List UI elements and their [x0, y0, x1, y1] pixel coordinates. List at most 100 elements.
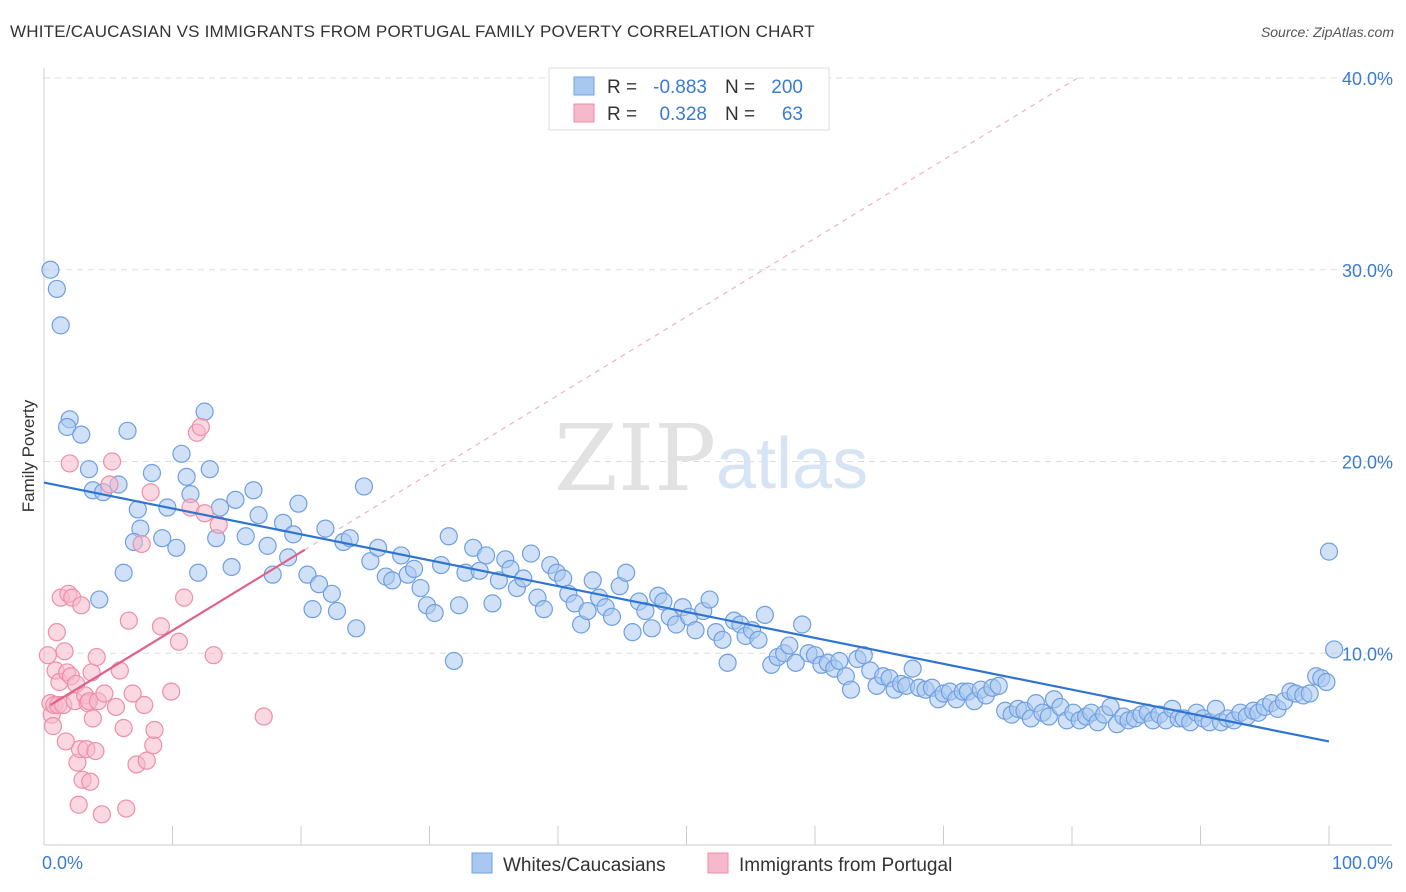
- portugal-point-44: [123, 684, 142, 703]
- whites-point-47: [347, 619, 366, 638]
- whites-point-42: [316, 519, 335, 538]
- whites-point-16: [142, 463, 162, 483]
- whites-point-91: [636, 601, 655, 621]
- portugal-point-12: [56, 732, 75, 751]
- portugal-point-60: [204, 646, 223, 665]
- whites-point-17: [153, 529, 172, 548]
- portugal-point-55: [174, 588, 194, 607]
- whites-point-33: [258, 536, 277, 555]
- whites-point-48: [354, 477, 374, 496]
- whites-point-29: [226, 490, 245, 509]
- portugal-point-21: [69, 795, 88, 814]
- whites-point-122: [830, 651, 849, 671]
- whites-trend-line: [43, 481, 1330, 743]
- y-axis-tick-labels: 10.0% 20.0% 30.0% 40.0%: [1342, 69, 1393, 664]
- whites-point-66: [476, 546, 496, 565]
- whites-point-202: [1319, 542, 1339, 561]
- whites-point-92: [642, 619, 661, 638]
- portugal-point-50: [144, 736, 163, 755]
- portugal-point-48: [137, 751, 156, 770]
- x-axis-ticks: [43, 826, 1330, 845]
- whites-point-86: [602, 607, 622, 626]
- whites-point-9: [90, 590, 109, 609]
- whites-point-43: [322, 584, 341, 603]
- whites-point-49: [361, 552, 380, 571]
- whites-point-148: [989, 676, 1008, 695]
- portugal-point-23: [72, 596, 91, 615]
- portugal-point-32: [86, 741, 105, 761]
- whites-point-75: [534, 600, 553, 619]
- whites-point-61: [444, 651, 464, 671]
- whites-point-134: [903, 659, 922, 678]
- whites-point-19: [167, 538, 186, 557]
- whites-point-30: [236, 527, 255, 546]
- whites-point-78: [554, 569, 573, 588]
- portugal-point-47: [135, 695, 154, 715]
- portugal-point-6: [47, 623, 66, 642]
- whites-point-110: [755, 605, 774, 625]
- bottom-legend-label-portugal: Immigrants from Portugal: [739, 855, 952, 876]
- portugal-point-58: [191, 417, 210, 437]
- chart-title: WHITE/CAUCASIAN VS IMMIGRANTS FROM PORTU…: [10, 22, 815, 41]
- whites-point-56: [411, 578, 430, 598]
- whites-point-88: [617, 563, 636, 582]
- legend-swatch-blue: [573, 76, 595, 96]
- whites-point-83: [583, 571, 602, 590]
- whites-point-116: [793, 615, 812, 634]
- whites-point-31: [244, 481, 263, 500]
- portugal-point-52: [151, 617, 171, 636]
- portugal-point-30: [82, 663, 101, 682]
- whites-point-52: [383, 571, 402, 590]
- series-portugal-points: [38, 417, 273, 824]
- portugal-point-38: [103, 452, 122, 471]
- watermark-atlas: atlas: [716, 424, 868, 504]
- whites-point-55: [404, 559, 424, 578]
- bottom-legend-swatch-portugal: [707, 852, 729, 874]
- portugal-trend-line: [49, 548, 306, 706]
- trend-lines: [43, 481, 1330, 743]
- whites-point-58: [425, 603, 444, 623]
- portugal-point-42: [117, 799, 136, 818]
- portugal-point-33: [87, 647, 106, 667]
- whites-point-60: [439, 527, 458, 546]
- portugal-point-53: [162, 682, 181, 701]
- whites-point-104: [718, 653, 737, 672]
- whites-point-0: [41, 260, 60, 279]
- watermark-zip: ZIP: [554, 405, 716, 512]
- whites-point-20: [172, 444, 191, 463]
- portugal-point-49: [141, 483, 160, 502]
- y-axis-title: Family Poverty: [19, 399, 38, 512]
- legend-r-value-blue: -0.883: [653, 77, 707, 98]
- whites-point-21: [177, 467, 196, 486]
- whites-point-5: [72, 425, 91, 444]
- portugal-point-46: [132, 534, 151, 554]
- portugal-point-61: [209, 515, 228, 534]
- whites-point-114: [780, 636, 799, 655]
- stats-legend: R = -0.883 N = 200 R = 0.328 N = 63: [548, 67, 830, 131]
- portugal-point-29: [81, 772, 100, 791]
- whites-point-44: [327, 601, 347, 621]
- portugal-point-40: [110, 661, 129, 680]
- x-tick-label-max: 100.0%: [1332, 853, 1393, 873]
- whites-point-99: [686, 621, 705, 640]
- portugal-point-37: [100, 475, 119, 494]
- whites-point-67: [483, 594, 502, 613]
- y-tick-label-30: 30.0%: [1342, 261, 1393, 281]
- whites-point-40: [303, 600, 322, 619]
- pink-trend-extension: [304, 77, 1078, 551]
- legend-r-value-pink: 0.328: [659, 104, 707, 125]
- portugal-point-3: [43, 717, 63, 736]
- whites-point-124: [841, 680, 861, 699]
- whites-point-23: [189, 563, 208, 582]
- whites-point-6: [79, 460, 99, 479]
- whites-point-4: [58, 417, 77, 437]
- whites-point-41: [309, 575, 329, 594]
- whites-point-38: [289, 494, 308, 513]
- series-whites-points: [41, 260, 1344, 734]
- source-label: Source: ZipAtlas.com: [1260, 24, 1394, 40]
- portugal-point-41: [114, 718, 133, 738]
- whites-point-1: [47, 279, 66, 299]
- whites-point-198: [1300, 684, 1319, 703]
- portugal-point-51: [145, 720, 164, 740]
- series-legend: Whites/Caucasians Immigrants from Portug…: [471, 852, 952, 876]
